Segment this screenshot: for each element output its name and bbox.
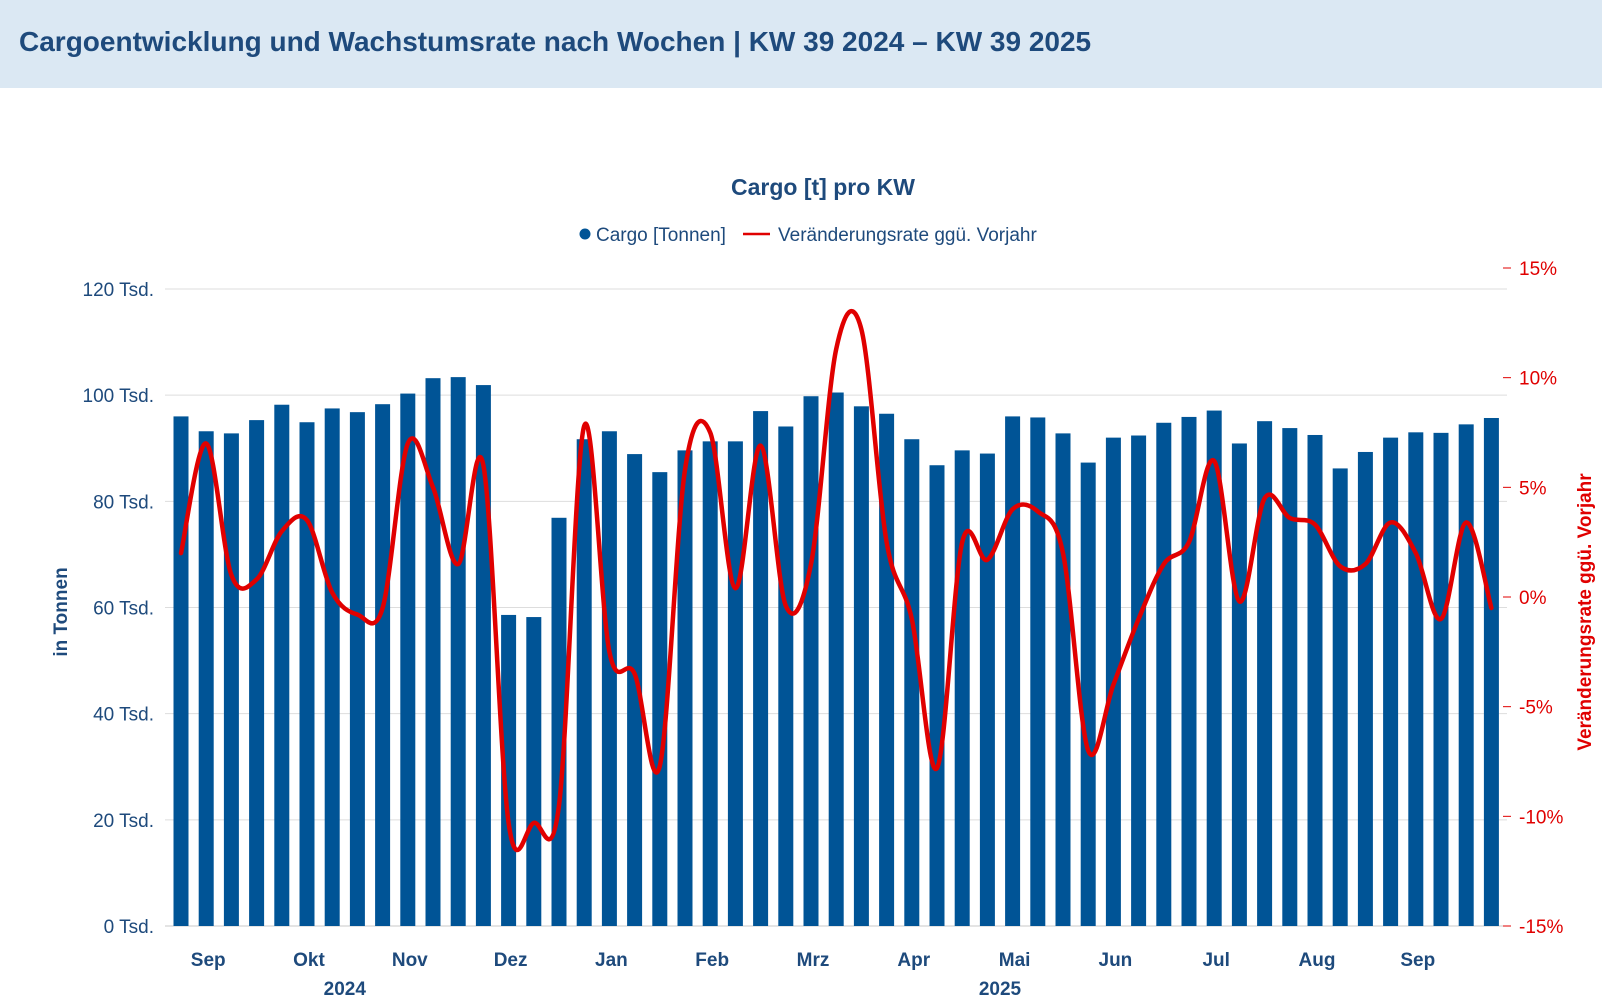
cargo-bar	[400, 393, 416, 926]
cargo-bar	[853, 406, 869, 926]
y2-tick-label: 5%	[1519, 478, 1547, 499]
cargo-bar	[879, 413, 895, 926]
cargo-bar	[677, 450, 693, 926]
cargo-bar	[1307, 434, 1323, 926]
x-year-label: 2024	[324, 979, 367, 999]
y-axis-title: in Tonnen	[51, 567, 72, 656]
cargo-bar	[450, 377, 466, 926]
cargo-bar	[1055, 433, 1071, 926]
y2-tick-label: -15%	[1519, 917, 1563, 938]
cargo-bar	[601, 431, 617, 926]
rate-line	[178, 308, 1494, 853]
cargo-bar	[349, 412, 365, 926]
x-year-label: 2025	[979, 979, 1022, 999]
cargo-bar	[753, 411, 769, 926]
cargo-bar	[803, 396, 819, 926]
cargo-bar	[1357, 451, 1373, 926]
cargo-bar	[223, 433, 239, 926]
cargo-bar	[1383, 437, 1399, 926]
x-month-label: Jul	[1202, 950, 1229, 971]
cargo-bar	[828, 392, 844, 926]
y2-tick-label: 15%	[1519, 259, 1557, 280]
x-month-label: Dez	[494, 950, 528, 971]
cargo-bar	[727, 441, 743, 926]
x-month-label: Okt	[293, 950, 325, 971]
y2-tick-label: -10%	[1519, 807, 1563, 828]
y-tick-label: 120 Tsd.	[83, 280, 154, 301]
cargo-bar	[652, 472, 668, 926]
y-tick-label: 80 Tsd.	[93, 492, 154, 513]
cargo-bar	[1005, 416, 1021, 926]
y-tick-label: 40 Tsd.	[93, 705, 154, 726]
cargo-bar	[1483, 417, 1499, 926]
x-month-label: Nov	[392, 950, 428, 971]
y2-tick-label: 10%	[1519, 369, 1557, 390]
rate-line-series	[178, 308, 1494, 853]
cargo-bar	[702, 441, 718, 926]
page-title: Cargoentwicklung und Wachstumsrate nach …	[19, 26, 1092, 57]
left-axis-ticks: 0 Tsd. 20 Tsd. 40 Tsd. 60 Tsd. 80 Tsd. 100 Ts…	[83, 280, 154, 938]
cargo-bar	[198, 431, 214, 926]
y2-axis-title: Veränderungsrate ggü. Vorjahr	[1575, 473, 1596, 751]
cargo-bar	[778, 426, 794, 926]
right-axis-ticks: -15% -10% -5% 0% 5% 10% 15%	[1503, 259, 1563, 938]
legend-bar-marker	[579, 228, 591, 240]
x-axis-labels: Sep Okt Nov Dez Jan Feb Mrz Apr Mai Jun Jul Aug Sep 2…	[191, 950, 1435, 999]
y-tick-label: 20 Tsd.	[93, 811, 154, 832]
cargo-bar	[324, 408, 340, 926]
cargo-bar	[1206, 410, 1222, 927]
y-tick-label: 100 Tsd.	[83, 386, 154, 407]
cargo-bar	[526, 617, 542, 926]
cargo-bar	[249, 420, 265, 926]
cargo-bar	[627, 454, 643, 926]
cargo-bar	[1408, 432, 1424, 926]
cargo-bar	[1156, 422, 1172, 926]
cargo-bar	[375, 404, 391, 927]
cargo-bar	[904, 439, 920, 926]
x-month-label: Aug	[1299, 950, 1336, 971]
cargo-bar	[173, 416, 189, 926]
cargo-bar	[1433, 432, 1449, 926]
y2-tick-label: 0%	[1519, 588, 1547, 609]
cargo-bar	[299, 422, 315, 926]
cargo-bar	[1332, 468, 1348, 926]
x-month-label: Jan	[595, 950, 628, 971]
y-tick-label: 60 Tsd.	[93, 599, 154, 620]
cargo-bar	[954, 450, 970, 926]
legend-label-rate: Veränderungsrate ggü. Vorjahr	[778, 225, 1037, 246]
cargo-bar	[425, 378, 441, 926]
cargo-bar	[1231, 443, 1247, 926]
cargo-bar	[1257, 421, 1273, 926]
cargo-bar	[576, 439, 592, 926]
y2-tick-label: -5%	[1519, 698, 1553, 719]
y-tick-label: 0 Tsd.	[104, 917, 154, 938]
x-month-label: Mai	[999, 950, 1031, 971]
x-month-label: Apr	[897, 950, 930, 971]
x-month-label: Feb	[695, 950, 729, 971]
chart-title: Cargo [t] pro KW	[731, 174, 915, 200]
cargo-bar	[979, 453, 995, 926]
x-month-label: Sep	[191, 950, 226, 971]
header-bar: Cargoentwicklung und Wachstumsrate nach …	[0, 0, 1602, 88]
cargo-bar	[1458, 424, 1474, 926]
chart-legend: Cargo [Tonnen] Veränderungsrate ggü. Vor…	[579, 225, 1037, 246]
cargo-bar	[1181, 416, 1197, 926]
cargo-bar	[1282, 428, 1298, 926]
x-month-label: Mrz	[797, 950, 830, 971]
x-month-label: Sep	[1400, 950, 1435, 971]
legend-label-cargo: Cargo [Tonnen]	[596, 225, 726, 246]
x-month-label: Jun	[1099, 950, 1133, 971]
cargo-bar	[1080, 462, 1096, 926]
cargo-bar	[1030, 417, 1046, 926]
cargo-bar	[274, 404, 290, 926]
cargo-bar	[929, 465, 945, 926]
cargo-bar	[1131, 435, 1147, 926]
bar-series	[173, 377, 1499, 927]
